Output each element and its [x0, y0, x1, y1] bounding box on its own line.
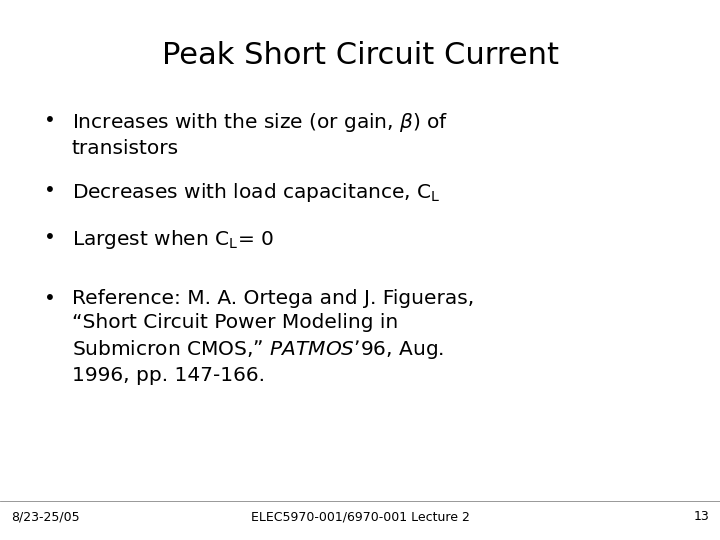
Text: Largest when C$_\mathregular{L}$= 0: Largest when C$_\mathregular{L}$= 0: [72, 228, 274, 251]
Text: Increases with the size (or gain, $\beta$) of
transistors: Increases with the size (or gain, $\beta…: [72, 111, 449, 158]
Text: •: •: [45, 111, 56, 130]
Text: Decreases with load capacitance, C$_\mathregular{L}$: Decreases with load capacitance, C$_\mat…: [72, 181, 441, 204]
Text: •: •: [45, 289, 56, 308]
Text: •: •: [45, 181, 56, 200]
Text: ELEC5970-001/6970-001 Lecture 2: ELEC5970-001/6970-001 Lecture 2: [251, 510, 469, 523]
Text: Peak Short Circuit Current: Peak Short Circuit Current: [161, 40, 559, 70]
Text: •: •: [45, 228, 56, 247]
Text: Reference: M. A. Ortega and J. Figueras,
“Short Circuit Power Modeling in
Submic: Reference: M. A. Ortega and J. Figueras,…: [72, 289, 474, 386]
Text: 13: 13: [693, 510, 709, 523]
Text: 8/23-25/05: 8/23-25/05: [11, 510, 79, 523]
